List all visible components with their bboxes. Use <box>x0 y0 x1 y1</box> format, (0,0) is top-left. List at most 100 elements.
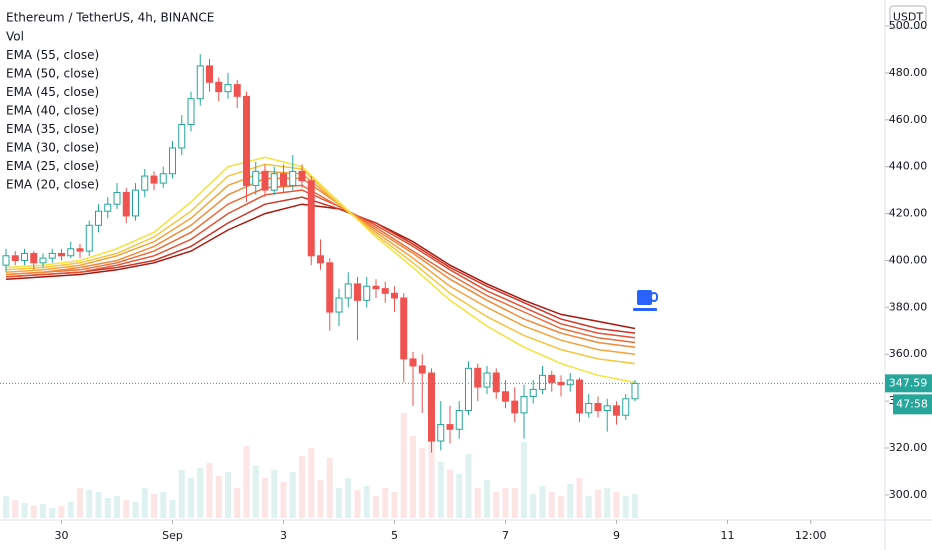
volume-bar <box>280 482 287 518</box>
y-tick-label: 320.00 <box>889 441 928 454</box>
last-price-label: 347.59 <box>889 376 928 389</box>
volume-bar <box>298 456 305 518</box>
volume-bar <box>206 463 213 518</box>
volume-bar <box>548 492 555 518</box>
volume-bar <box>613 492 620 518</box>
volume-bar <box>289 472 296 518</box>
volume-bar <box>382 488 389 518</box>
candle-body <box>113 191 121 205</box>
plot-area <box>0 54 885 518</box>
candle-body <box>307 180 315 257</box>
candle-body <box>298 170 306 182</box>
y-tick-label: 300.00 <box>889 488 928 501</box>
x-tick-label: 3 <box>280 529 287 542</box>
candle-body <box>575 379 583 414</box>
candle-body <box>21 252 29 261</box>
volume-bar <box>188 478 195 518</box>
candle-body <box>316 255 324 264</box>
legend-entry: EMA (35, close) <box>6 122 99 136</box>
candle-body <box>603 405 611 412</box>
legend-entry: EMA (45, close) <box>6 85 99 99</box>
candle-body <box>11 255 19 261</box>
candle-body <box>252 170 260 186</box>
volume-bar <box>530 494 537 518</box>
volume-bar <box>502 488 509 518</box>
volume-bar <box>576 478 583 518</box>
ema-line <box>5 196 636 334</box>
candle-body <box>631 382 639 400</box>
candle-body <box>39 257 47 264</box>
y-tick-label: 440.00 <box>889 160 928 173</box>
volume-bar <box>169 500 176 518</box>
volume-bar <box>585 496 592 518</box>
candle-body <box>187 98 195 125</box>
candle-body <box>67 248 75 257</box>
candle-body <box>48 252 56 259</box>
ema-line <box>5 184 636 344</box>
candle-body <box>206 65 214 83</box>
volume-bar <box>95 492 102 518</box>
ema-line <box>5 203 636 330</box>
candle-body <box>58 252 66 257</box>
candle-body <box>372 285 380 290</box>
volume-bar <box>622 496 629 518</box>
volume-bar <box>409 436 416 518</box>
candle-body <box>363 285 371 301</box>
currency-box[interactable] <box>889 5 927 29</box>
legend: Ethereum / TetherUS, 4h, BINANCE Vol EMA… <box>6 11 214 192</box>
volume-bar <box>178 470 185 518</box>
volume-bar <box>539 486 546 518</box>
volume-bar <box>262 478 269 518</box>
volume-bar <box>345 478 352 518</box>
legend-entry: EMA (40, close) <box>6 104 99 118</box>
candle-body <box>612 405 620 416</box>
volume-bar <box>474 488 481 518</box>
candle-body <box>224 84 232 93</box>
x-tick-label: Sep <box>162 529 183 542</box>
volume-bar <box>372 496 379 518</box>
volume-bar <box>123 500 130 518</box>
coffee-icon <box>633 290 658 311</box>
candle-body <box>344 283 352 299</box>
candle-body <box>427 372 435 442</box>
volume-bar <box>335 488 342 518</box>
volume-bar <box>391 492 398 518</box>
candle-body <box>557 381 565 386</box>
ema-line <box>5 189 636 339</box>
candle-body <box>95 210 103 226</box>
volume-bar <box>437 462 444 518</box>
candle-body <box>289 170 297 186</box>
candle-body <box>529 388 537 397</box>
x-tick-label: 30 <box>55 529 69 542</box>
candle-body <box>381 288 389 294</box>
chart-title: Ethereum / TetherUS, 4h, BINANCE <box>6 11 214 25</box>
countdown-box <box>893 394 932 415</box>
candle-body <box>390 292 398 299</box>
volume-bar <box>326 458 333 518</box>
volume-bar <box>511 488 518 518</box>
volume-bar <box>58 506 65 518</box>
volume-bar <box>594 490 601 518</box>
candle-body <box>326 262 334 313</box>
last-price-box <box>885 374 932 393</box>
volume-bar <box>114 496 121 518</box>
candle-body <box>455 410 463 430</box>
volume-bar <box>363 486 370 518</box>
candle-body <box>538 374 546 390</box>
candle-body <box>169 147 177 175</box>
volume-bar <box>234 488 241 518</box>
candle-body <box>622 398 630 416</box>
y-tick-label: 380.00 <box>889 300 928 313</box>
volume-bar <box>160 492 167 518</box>
candle-body <box>446 424 454 430</box>
candle-body <box>122 191 130 217</box>
candle-body <box>400 297 408 360</box>
volume-bar <box>49 508 56 518</box>
candle-body <box>501 391 509 402</box>
legend-entry: EMA (20, close) <box>6 178 99 192</box>
countdown: 47:58 <box>896 397 928 410</box>
volume-bar <box>141 488 148 518</box>
candle-body <box>464 367 472 412</box>
candle-body <box>141 175 149 191</box>
volume-bar <box>317 480 324 518</box>
